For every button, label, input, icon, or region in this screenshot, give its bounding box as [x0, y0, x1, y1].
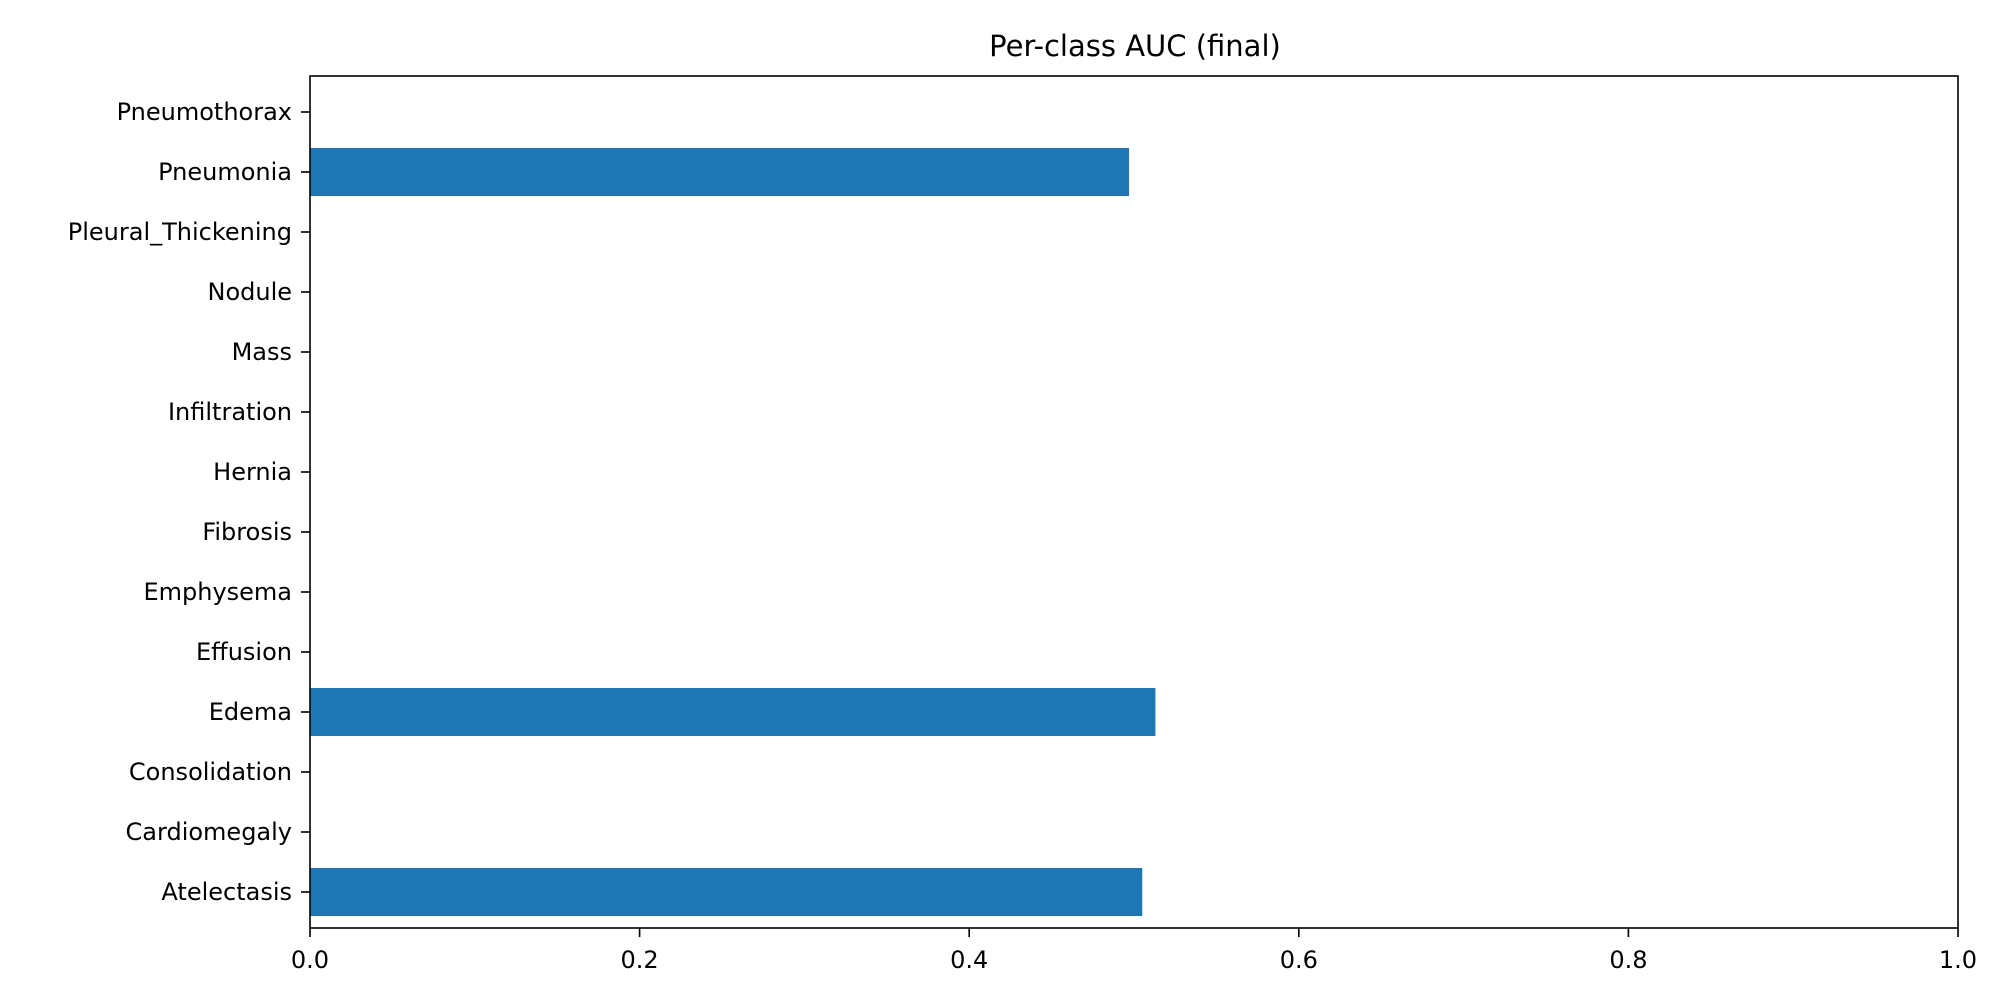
plot-frame [309, 75, 1959, 929]
x-tick-label: 0.0 [291, 946, 329, 974]
y-tick-label: Pneumothorax [117, 98, 292, 126]
x-tick-label: 0.4 [950, 946, 988, 974]
y-tick-label: Hernia [213, 458, 292, 486]
y-tick-label: Mass [232, 338, 292, 366]
y-tick-label: Emphysema [143, 578, 292, 606]
x-axis: 0.0 0.2 0.4 0.6 0.8 1.0 [291, 928, 1977, 974]
y-tick-label: Effusion [196, 638, 292, 666]
x-tick-label: 1.0 [1939, 946, 1977, 974]
y-axis: Atelectasis Cardiomegaly Consolidation Edem… [68, 98, 310, 906]
y-tick-label: Pleural_Thickening [68, 218, 292, 246]
y-tick-label: Pneumonia [158, 158, 292, 186]
y-tick-label: Consolidation [129, 758, 292, 786]
bars [310, 148, 1156, 916]
y-tick-label: Atelectasis [161, 878, 292, 906]
y-tick-label: Cardiomegaly [126, 818, 292, 846]
y-tick-label: Nodule [207, 278, 292, 306]
chart-title: Per-class AUC (final) [989, 29, 1281, 63]
x-tick-label: 0.6 [1280, 946, 1318, 974]
x-tick-label: 0.8 [1609, 946, 1647, 974]
x-tick-label: 0.2 [621, 946, 659, 974]
bar [310, 868, 1143, 916]
y-tick-label: Fibrosis [202, 518, 292, 546]
y-tick-label: Infiltration [168, 398, 292, 426]
bar [310, 148, 1130, 196]
bar [310, 688, 1156, 736]
y-tick-label: Edema [209, 698, 292, 726]
